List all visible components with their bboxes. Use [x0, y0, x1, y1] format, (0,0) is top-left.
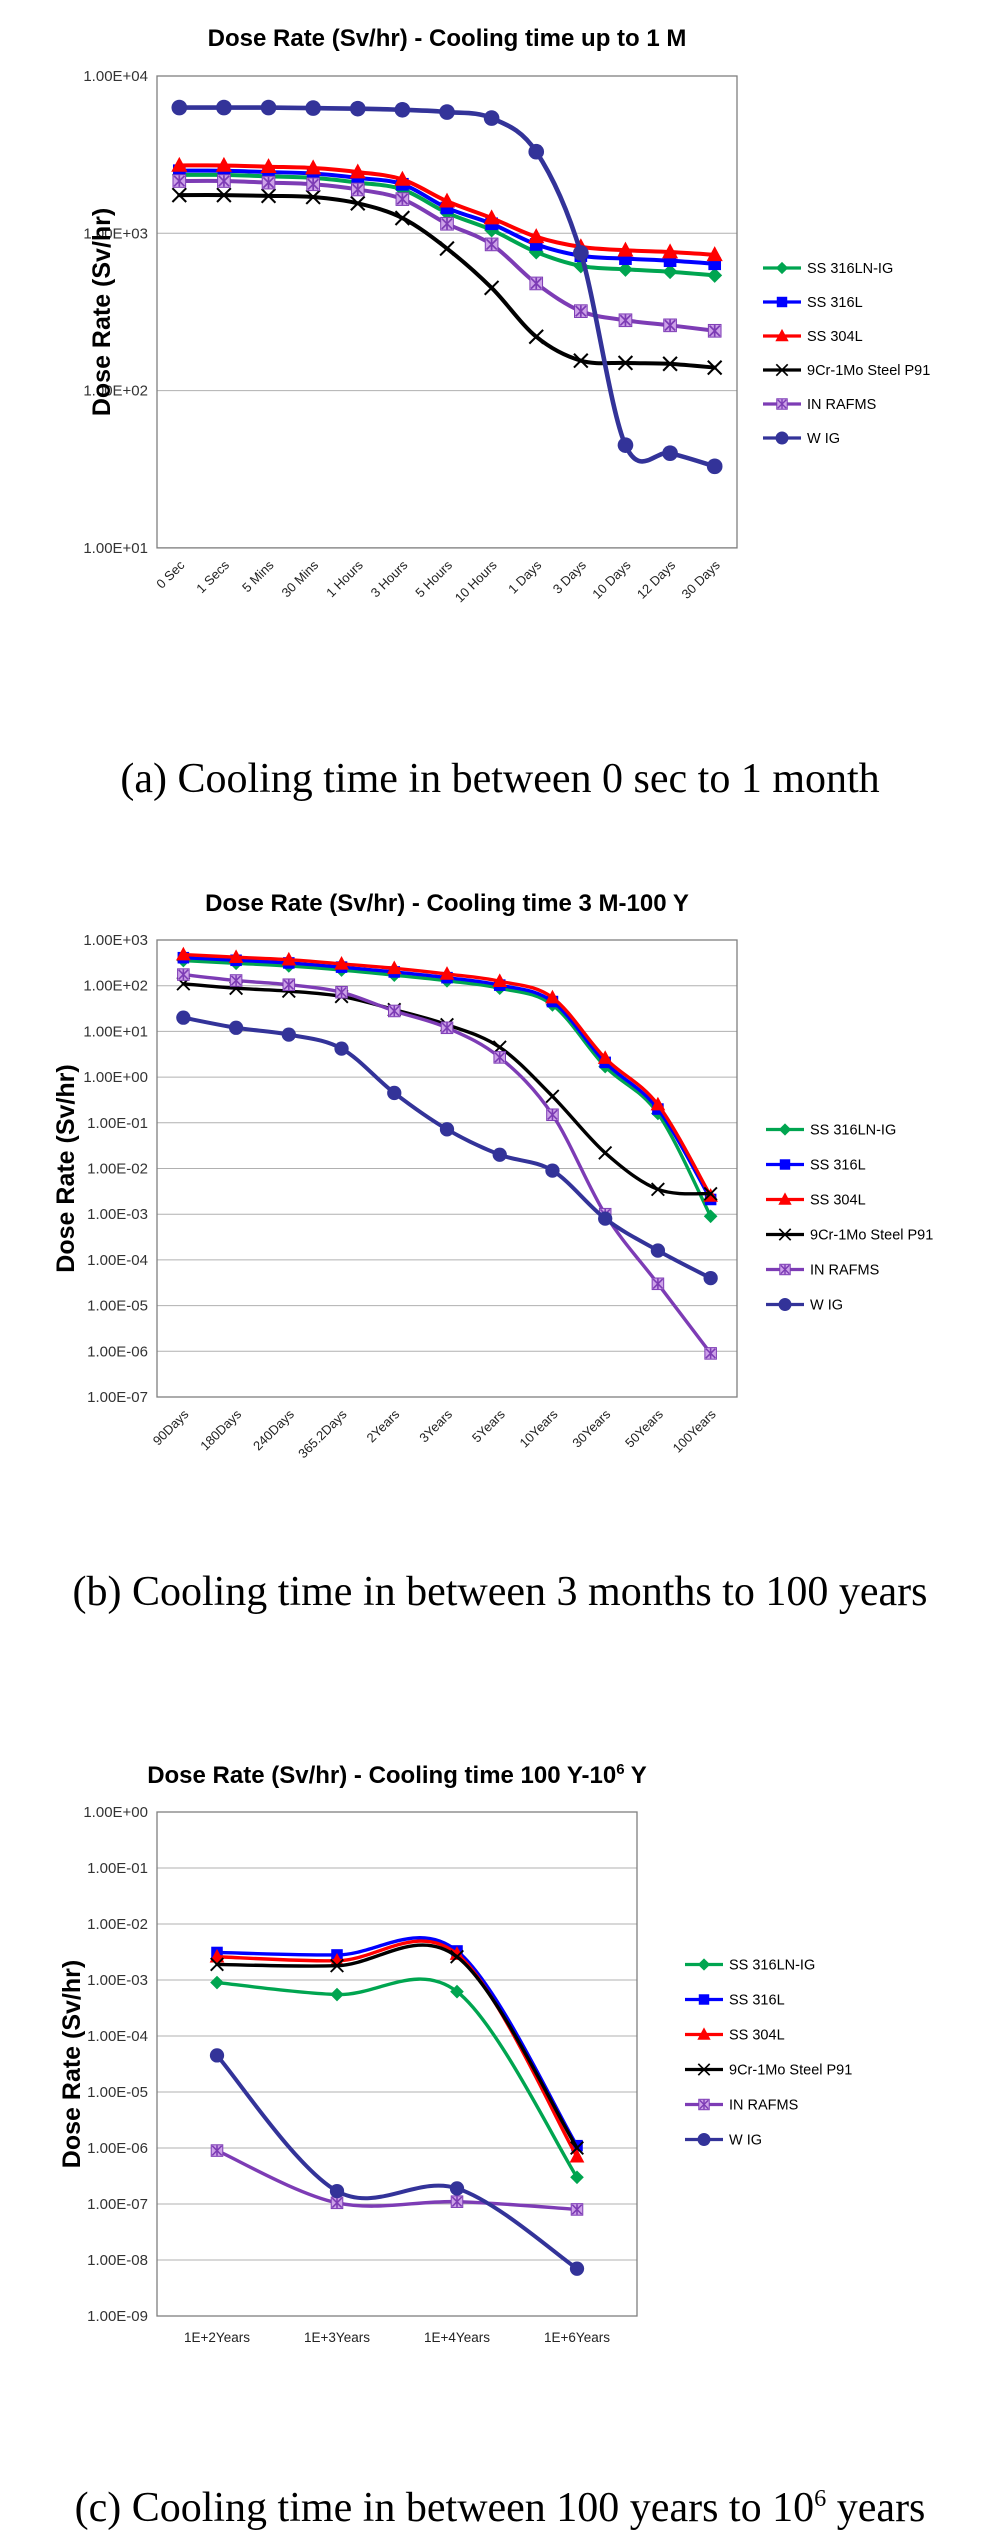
- svg-text:30 Days: 30 Days: [678, 557, 723, 602]
- svg-text:1.00E-03: 1.00E-03: [87, 1972, 148, 1989]
- svg-text:0 Sec: 0 Sec: [153, 557, 187, 591]
- svg-text:1.00E-09: 1.00E-09: [87, 2308, 148, 2325]
- svg-text:240Days: 240Days: [250, 1406, 297, 1453]
- caption-a: (a) Cooling time in between 0 sec to 1 m…: [120, 756, 880, 802]
- svg-text:1.00E+01: 1.00E+01: [83, 1023, 148, 1040]
- svg-text:1.00E+02: 1.00E+02: [83, 978, 148, 995]
- caption-c: (c) Cooling time in between 100 years to…: [74, 2485, 926, 2531]
- svg-text:1.00E-06: 1.00E-06: [87, 1343, 148, 1360]
- svg-text:3 Hours: 3 Hours: [368, 557, 411, 600]
- svg-text:2Years: 2Years: [364, 1406, 403, 1445]
- svg-text:W IG: W IG: [729, 2133, 762, 2149]
- svg-text:10 Days: 10 Days: [589, 557, 634, 602]
- svg-text:12 Days: 12 Days: [634, 557, 679, 602]
- svg-text:50Years: 50Years: [622, 1406, 666, 1450]
- svg-text:30 Mins: 30 Mins: [278, 557, 321, 600]
- svg-text:SS 304L: SS 304L: [807, 329, 863, 345]
- svg-text:10Years: 10Years: [517, 1406, 561, 1450]
- svg-text:1.00E-02: 1.00E-02: [87, 1161, 148, 1178]
- svg-text:1.00E-02: 1.00E-02: [87, 1916, 148, 1933]
- svg-text:5 Mins: 5 Mins: [239, 557, 277, 595]
- svg-text:IN RAFMS: IN RAFMS: [810, 1263, 879, 1279]
- svg-text:1.00E-04: 1.00E-04: [87, 1252, 148, 1269]
- chart-c-cooling-100y-1e6y: 1.00E+00 1.00E-01 1.00E-02 1.00E-03 1.00E-04…: [58, 1761, 852, 2345]
- svg-text:1.00E+01: 1.00E+01: [83, 540, 148, 557]
- svg-text:1.00E+00: 1.00E+00: [83, 1804, 148, 1821]
- svg-text:1E+3Years: 1E+3Years: [304, 2330, 370, 2345]
- svg-text:1.00E+03: 1.00E+03: [83, 225, 148, 242]
- svg-text:SS 316LN-IG: SS 316LN-IG: [729, 1958, 815, 1974]
- svg-text:1 Secs: 1 Secs: [193, 557, 232, 596]
- svg-text:SS 316L: SS 316L: [810, 1158, 866, 1174]
- svg-text:1.00E+04: 1.00E+04: [83, 68, 148, 85]
- svg-text:1E+4Years: 1E+4Years: [424, 2330, 490, 2345]
- svg-text:1.00E+03: 1.00E+03: [83, 932, 148, 949]
- svg-text:180Days: 180Days: [197, 1406, 244, 1453]
- svg-text:9Cr-1Mo Steel P91: 9Cr-1Mo Steel P91: [810, 1228, 933, 1244]
- svg-text:1.00E-05: 1.00E-05: [87, 1298, 148, 1315]
- svg-text:1.00E-04: 1.00E-04: [87, 2028, 148, 2045]
- svg-text:9Cr-1Mo Steel P91: 9Cr-1Mo Steel P91: [807, 363, 930, 379]
- svg-text:SS 316L: SS 316L: [807, 295, 863, 311]
- svg-text:90Days: 90Days: [150, 1406, 192, 1448]
- svg-text:Dose Rate (Sv/hr) - Cooling ti: Dose Rate (Sv/hr) - Cooling time up to 1…: [208, 25, 687, 52]
- chart-b-cooling-3m-100y: 1.00E+03 1.00E+02 1.00E+01 1.00E+00 1.00E-01…: [52, 890, 933, 1461]
- svg-text:1.00E-01: 1.00E-01: [87, 1860, 148, 1877]
- svg-text:1.00E-06: 1.00E-06: [87, 2140, 148, 2157]
- svg-text:Dose Rate (Sv/hr) - Cooling ti: Dose Rate (Sv/hr) - Cooling time 100 Y-1…: [147, 1761, 647, 1789]
- svg-text:SS 316LN-IG: SS 316LN-IG: [810, 1123, 896, 1139]
- svg-text:1.00E-01: 1.00E-01: [87, 1115, 148, 1132]
- svg-text:1.00E-07: 1.00E-07: [87, 2196, 148, 2213]
- caption-b: (b) Cooling time in between 3 months to …: [72, 1569, 928, 1615]
- svg-text:1 Days: 1 Days: [505, 557, 545, 597]
- svg-text:3Years: 3Years: [416, 1406, 455, 1445]
- svg-text:1.00E-08: 1.00E-08: [87, 2252, 148, 2269]
- svg-text:Dose Rate (Sv/hr) - Cooling ti: Dose Rate (Sv/hr) - Cooling time 3 M-100…: [205, 890, 689, 917]
- svg-text:1.00E-05: 1.00E-05: [87, 2084, 148, 2101]
- svg-text:1 Hours: 1 Hours: [323, 557, 366, 600]
- svg-text:10 Hours: 10 Hours: [452, 557, 500, 605]
- svg-text:IN RAFMS: IN RAFMS: [807, 397, 876, 413]
- svg-text:SS 304L: SS 304L: [810, 1193, 866, 1209]
- svg-text:1.00E-03: 1.00E-03: [87, 1206, 148, 1223]
- svg-text:SS 304L: SS 304L: [729, 2028, 785, 2044]
- svg-text:1.00E-07: 1.00E-07: [87, 1389, 148, 1406]
- svg-text:SS 316LN-IG: SS 316LN-IG: [807, 261, 893, 277]
- svg-text:Dose Rate (Sv/hr): Dose Rate (Sv/hr): [52, 1064, 80, 1272]
- svg-text:365.2Days: 365.2Days: [295, 1406, 350, 1461]
- svg-text:30Years: 30Years: [569, 1406, 613, 1450]
- svg-text:1.00E+00: 1.00E+00: [83, 1069, 148, 1086]
- svg-text:W IG: W IG: [807, 431, 840, 447]
- svg-text:100Years: 100Years: [670, 1406, 719, 1455]
- svg-text:Dose Rate (Sv/hr): Dose Rate (Sv/hr): [88, 208, 116, 416]
- svg-text:9Cr-1Mo Steel P91: 9Cr-1Mo Steel P91: [729, 2063, 852, 2079]
- svg-text:5 Hours: 5 Hours: [412, 557, 455, 600]
- svg-text:IN RAFMS: IN RAFMS: [729, 2098, 798, 2114]
- svg-text:Dose Rate (Sv/hr): Dose Rate (Sv/hr): [58, 1960, 86, 2168]
- svg-text:1E+2Years: 1E+2Years: [184, 2330, 250, 2345]
- svg-text:W IG: W IG: [810, 1298, 843, 1314]
- svg-text:SS 316L: SS 316L: [729, 1993, 785, 2009]
- svg-text:1.00E+02: 1.00E+02: [83, 383, 148, 400]
- svg-text:1E+6Years: 1E+6Years: [544, 2330, 610, 2345]
- svg-text:5Years: 5Years: [469, 1406, 508, 1445]
- svg-text:3 Days: 3 Days: [550, 557, 590, 597]
- chart-a-cooling-up-to-1-month: 1.00E+04 1.00E+03 1.00E+02 1.00E+01 Dose Rat…: [83, 25, 930, 605]
